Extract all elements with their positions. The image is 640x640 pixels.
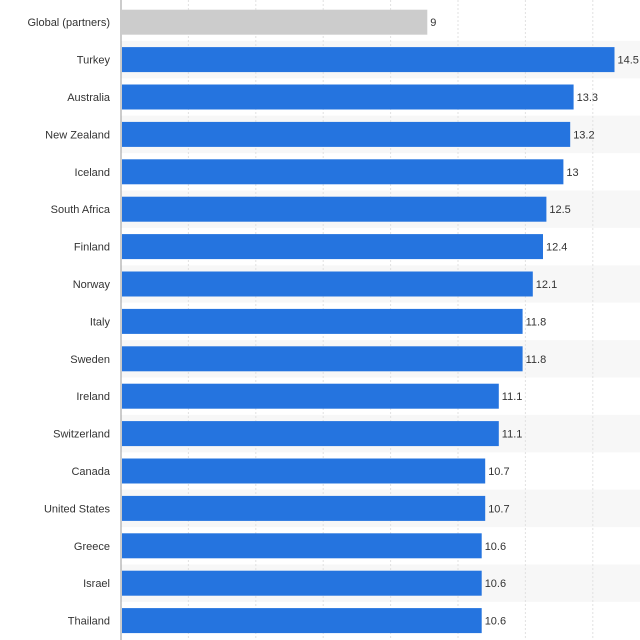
value-label: 12.1 <box>536 279 557 291</box>
value-label: 9 <box>430 17 436 29</box>
category-label: Ireland <box>76 391 110 403</box>
value-label: 12.5 <box>549 204 570 216</box>
category-label: Finland <box>74 242 110 254</box>
category-label: Turkey <box>77 55 111 67</box>
category-label: South Africa <box>51 204 111 216</box>
category-label: Iceland <box>75 167 110 179</box>
bar[interactable] <box>122 47 615 73</box>
value-label: 13.3 <box>577 92 598 104</box>
value-label: 11.1 <box>502 429 523 441</box>
category-label: Thailand <box>68 616 110 628</box>
bars <box>122 9 615 634</box>
category-labels: Global (partners) Turkey Australia New Zeal… <box>27 17 110 627</box>
bar[interactable] <box>122 84 574 110</box>
bar[interactable] <box>122 495 486 521</box>
category-label: United States <box>44 503 111 515</box>
value-label: 11.1 <box>502 391 523 403</box>
bar[interactable] <box>122 121 571 147</box>
category-label: Israel <box>83 578 110 590</box>
value-label: 13.2 <box>573 129 594 141</box>
bar[interactable] <box>122 234 543 260</box>
value-label: 10.7 <box>488 466 509 478</box>
value-label: 10.6 <box>485 541 506 553</box>
category-label: Global (partners) <box>27 17 110 29</box>
value-label: 12.4 <box>546 242 567 254</box>
bar[interactable] <box>122 196 547 222</box>
category-label: Greece <box>74 541 110 553</box>
category-label: Italy <box>90 316 111 328</box>
bar[interactable] <box>122 533 482 559</box>
category-label: New Zealand <box>45 129 110 141</box>
bar[interactable] <box>122 9 428 35</box>
bar[interactable] <box>122 346 523 372</box>
value-label: 14.5 <box>618 55 639 67</box>
category-label: Norway <box>73 279 111 291</box>
value-label: 13 <box>566 167 578 179</box>
category-label: Australia <box>67 92 111 104</box>
bar[interactable] <box>122 308 523 334</box>
value-label: 11.8 <box>526 316 547 328</box>
value-label: 10.6 <box>485 578 506 590</box>
category-label: Sweden <box>70 354 110 366</box>
bar[interactable] <box>122 458 486 484</box>
bar[interactable] <box>122 159 564 185</box>
value-label: 11.8 <box>526 354 547 366</box>
bar[interactable] <box>122 271 533 297</box>
value-label: 10.6 <box>485 616 506 628</box>
bar[interactable] <box>122 421 499 447</box>
category-label: Switzerland <box>53 429 110 441</box>
category-label: Canada <box>71 466 110 478</box>
bar[interactable] <box>122 608 482 634</box>
value-label: 10.7 <box>488 503 509 515</box>
bar[interactable] <box>122 570 482 596</box>
bar[interactable] <box>122 383 499 409</box>
value-labels: 9 14.5 13.3 13.2 13 12.5 12.4 12.1 11.8 11.8 11.1 1… <box>430 17 639 627</box>
